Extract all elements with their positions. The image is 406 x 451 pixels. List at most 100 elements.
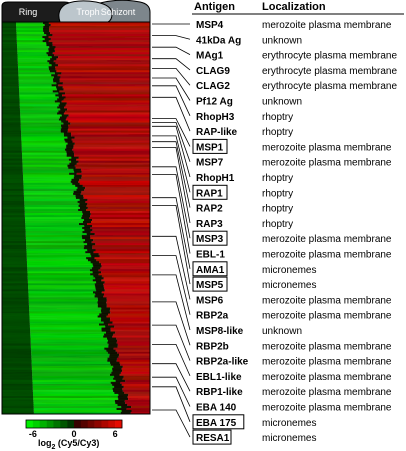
antigen-name: RAP-like — [196, 127, 238, 138]
antigen-name: RhopH3 — [196, 112, 235, 123]
connector-line — [152, 324, 191, 361]
localization-value: unknown — [262, 326, 302, 337]
localization-value: micronemes — [262, 280, 316, 291]
localization-value: micronemes — [262, 418, 316, 429]
localization-value: merozoite plasma membrane — [262, 250, 392, 261]
antigen-name: MSP7 — [196, 158, 224, 169]
stage-label-ring: Ring — [19, 7, 38, 17]
table-row: RESA1 micronemes — [192, 429, 316, 445]
connector-line — [152, 174, 191, 254]
table-row: MSP3 merozoite plasma membrane — [192, 230, 392, 246]
table-row: RBP1-like merozoite plasma membrane — [196, 387, 392, 398]
heatmap — [2, 22, 150, 414]
localization-value: rhoptry — [262, 219, 293, 230]
table-row: CLAG2 erythrocyte plasma membrane — [196, 81, 397, 92]
colorbar-label: log2 (Cy5/Cy3) — [38, 438, 99, 451]
antigen-name: MSP5 — [196, 280, 224, 291]
localization-value: erythrocyte plasma membrane — [262, 81, 397, 92]
localization-value: rhoptry — [262, 112, 293, 123]
table-row: MSP4 merozoite plasma membrane — [196, 20, 392, 31]
localization-value: rhoptry — [262, 188, 293, 199]
connector-line — [152, 235, 191, 300]
localization-value: merozoite plasma membrane — [262, 20, 392, 31]
table-row: RAP-like rhoptry — [196, 127, 293, 138]
antigen-name: RBP1-like — [196, 387, 243, 398]
antigen-name: RhopH1 — [196, 173, 235, 184]
antigen-name: MSP3 — [196, 234, 224, 245]
connector-line — [152, 409, 191, 438]
localization-value: merozoite plasma membrane — [262, 311, 392, 322]
table-row: RAP2 rhoptry — [196, 204, 293, 215]
table-row: MSP7 merozoite plasma membrane — [196, 158, 392, 169]
table-row: CLAG9 erythrocyte plasma membrane — [196, 66, 397, 77]
antigen-name: MSP1 — [196, 142, 224, 153]
connector-line — [152, 118, 191, 147]
localization-value: erythrocyte plasma membrane — [262, 51, 397, 62]
localization-value: unknown — [262, 35, 302, 46]
connector-line — [152, 301, 191, 346]
antigen-name: EBA 140 — [196, 403, 237, 414]
connector-line — [152, 166, 191, 239]
colorbar-tick: 6 — [113, 429, 118, 439]
localization-value: merozoite plasma membrane — [262, 158, 392, 169]
antigen-name: RBP2b — [196, 341, 229, 352]
localization-value: rhoptry — [262, 204, 293, 215]
localization-value: erythrocyte plasma membrane — [262, 66, 397, 77]
localization-value: merozoite plasma membrane — [262, 142, 392, 153]
connector-line — [152, 376, 191, 407]
connector-line — [152, 46, 191, 55]
stage-shape-troph — [58, 0, 113, 23]
table-row: RhopH3 rhoptry — [196, 112, 293, 123]
table-row: RBP2b merozoite plasma membrane — [196, 341, 392, 352]
connector-line — [152, 58, 191, 71]
table-row: EBL-1 merozoite plasma membrane — [196, 250, 392, 261]
connector-line — [152, 255, 191, 315]
antigen-name: MSP8-like — [196, 326, 244, 337]
table-row: RBP2a merozoite plasma membrane — [196, 311, 392, 322]
table-row: EBA 140 merozoite plasma membrane — [196, 403, 392, 414]
antigen-name: CLAG9 — [196, 66, 230, 77]
antigen-name: MSP4 — [196, 20, 224, 31]
table-row: 41kDa Ag unknown — [196, 35, 302, 46]
localization-value: merozoite plasma membrane — [262, 295, 392, 306]
antigen-name: EBA 175 — [196, 418, 237, 429]
localization-value: merozoite plasma membrane — [262, 234, 392, 245]
table-row: MSP1 merozoite plasma membrane — [192, 138, 392, 154]
localization-value: merozoite plasma membrane — [262, 372, 392, 383]
connector-line — [152, 77, 191, 101]
antigen-table: MSP4 merozoite plasma membrane 41kDa Ag unk… — [192, 20, 397, 445]
connector-line — [152, 343, 191, 377]
connector-line — [152, 35, 191, 40]
table-row: Pf12 Ag unknown — [196, 97, 302, 108]
table-row: AMA1 micronemes — [192, 261, 316, 277]
connector-line — [152, 122, 191, 162]
table-row: RAP1 rhoptry — [192, 184, 293, 200]
antigen-highlight-box — [192, 230, 228, 246]
stage-header: Ring Troph Schizont — [1, 0, 151, 23]
localization-value: merozoite plasma membrane — [262, 387, 392, 398]
stage-label-schizont: Schizont — [101, 7, 136, 17]
antigen-highlight-box — [192, 138, 228, 154]
table-row: EBA 175 micronemes — [192, 414, 316, 430]
antigen-header: Antigen — [194, 1, 235, 13]
localization-header: Localization — [262, 1, 326, 13]
colorbar-tick: -6 — [29, 429, 37, 439]
connector-line — [152, 68, 191, 86]
connector-line — [152, 386, 191, 422]
antigen-name: 41kDa Ag — [196, 35, 241, 46]
antigen-highlight-box — [192, 276, 228, 292]
antigen-highlight-box — [192, 261, 228, 277]
connector-line — [152, 197, 191, 269]
antigen-name: EBL-1 — [196, 250, 225, 261]
antigen-name: RBP2a — [196, 311, 229, 322]
table-row: RhopH1 rhoptry — [196, 173, 293, 184]
antigen-highlight-box — [192, 429, 232, 445]
colorbar: -6 0 6 — [25, 419, 123, 439]
colorbar-tick: 0 — [71, 429, 76, 439]
antigen-name: RAP2 — [196, 204, 223, 215]
antigen-name: EBL1-like — [196, 372, 242, 383]
connector-line — [152, 147, 191, 223]
connector-lines — [152, 23, 191, 438]
connector-line — [152, 96, 191, 132]
